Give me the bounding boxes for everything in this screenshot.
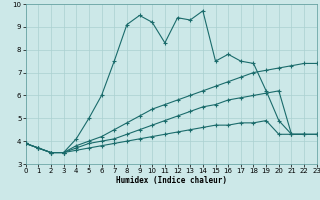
X-axis label: Humidex (Indice chaleur): Humidex (Indice chaleur) — [116, 176, 227, 185]
